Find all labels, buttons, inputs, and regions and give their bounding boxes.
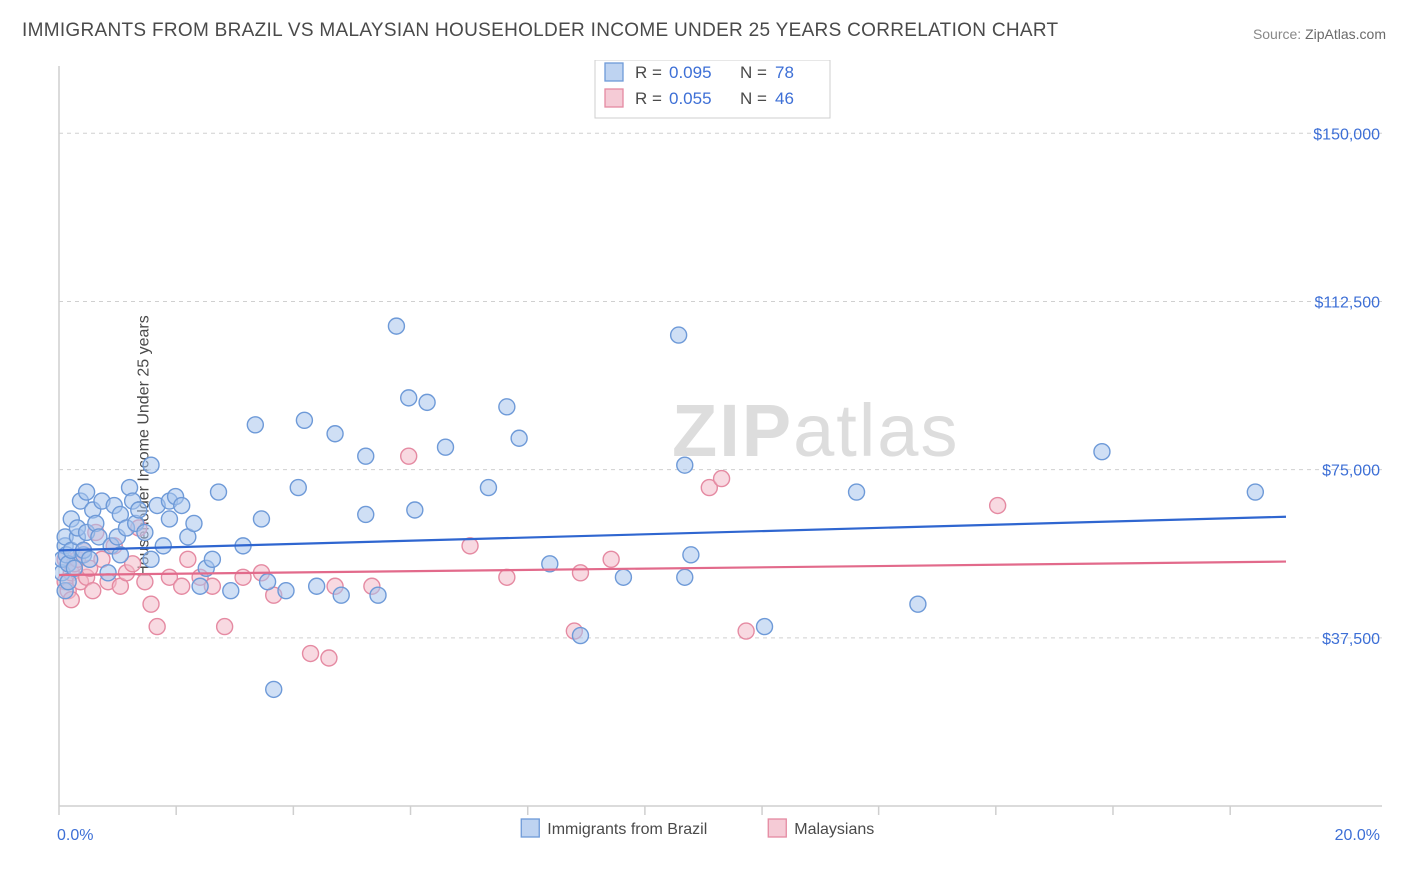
legend-n-label: N = xyxy=(740,63,767,82)
data-point xyxy=(309,578,325,594)
data-point xyxy=(253,511,269,527)
data-point xyxy=(204,551,220,567)
data-point xyxy=(572,628,588,644)
data-point xyxy=(407,502,423,518)
legend-series-label: Malaysians xyxy=(794,821,874,838)
data-point xyxy=(278,583,294,599)
data-point xyxy=(100,565,116,581)
data-point xyxy=(849,484,865,500)
data-point xyxy=(296,412,312,428)
data-point xyxy=(615,569,631,585)
legend-swatch xyxy=(521,819,539,837)
data-point xyxy=(79,484,95,500)
data-point xyxy=(358,506,374,522)
data-point xyxy=(192,578,208,594)
y-tick-label: $150,000 xyxy=(1313,126,1380,143)
data-point xyxy=(671,327,687,343)
data-point xyxy=(149,619,165,635)
watermark: ZIPatlas xyxy=(672,389,959,472)
chart-title: IMMIGRANTS FROM BRAZIL VS MALAYSIAN HOUS… xyxy=(22,20,1058,42)
data-point xyxy=(1094,444,1110,460)
data-point xyxy=(683,547,699,563)
legend-swatch xyxy=(605,89,623,107)
source-label: Source: xyxy=(1253,26,1305,42)
legend-r-label: R = xyxy=(635,63,662,82)
data-point xyxy=(480,480,496,496)
data-point xyxy=(143,596,159,612)
legend-r-label: R = xyxy=(635,89,662,108)
legend-r-value: 0.095 xyxy=(669,63,712,82)
data-point xyxy=(217,619,233,635)
data-point xyxy=(738,623,754,639)
legend-n-value: 78 xyxy=(775,63,794,82)
data-point xyxy=(438,439,454,455)
chart-area: $37,500 $75,000 $112,500 $150,000 ZIPatlas 0.… xyxy=(55,60,1386,842)
data-point xyxy=(137,574,153,590)
data-point xyxy=(321,650,337,666)
data-point xyxy=(143,551,159,567)
legend-r-value: 0.055 xyxy=(669,89,712,108)
data-point xyxy=(290,480,306,496)
data-point xyxy=(303,646,319,662)
data-point xyxy=(247,417,263,433)
data-point xyxy=(223,583,239,599)
correlation-legend xyxy=(595,60,830,118)
data-point xyxy=(714,471,730,487)
source-value: ZipAtlas.com xyxy=(1305,26,1386,42)
data-point xyxy=(499,399,515,415)
data-point xyxy=(211,484,227,500)
data-point xyxy=(401,390,417,406)
data-point xyxy=(161,511,177,527)
data-point xyxy=(174,578,190,594)
legend-n-value: 46 xyxy=(775,89,794,108)
legend-swatch xyxy=(768,819,786,837)
source-attribution: Source: ZipAtlas.com xyxy=(1253,26,1386,42)
trend-line xyxy=(59,562,1286,575)
scatter-chart: $37,500 $75,000 $112,500 $150,000 ZIPatlas 0.… xyxy=(55,60,1386,842)
data-point xyxy=(572,565,588,581)
trend-line xyxy=(59,517,1286,551)
data-point xyxy=(910,596,926,612)
data-point xyxy=(260,574,276,590)
y-tick-label: $75,000 xyxy=(1322,463,1380,480)
data-point xyxy=(419,394,435,410)
data-point xyxy=(401,448,417,464)
data-point xyxy=(327,426,343,442)
data-point xyxy=(155,538,171,554)
legend-swatch xyxy=(605,63,623,81)
data-point xyxy=(757,619,773,635)
legend-n-label: N = xyxy=(740,89,767,108)
data-point xyxy=(370,587,386,603)
data-point xyxy=(358,448,374,464)
data-point xyxy=(333,587,349,603)
data-point xyxy=(85,583,101,599)
legend-series-label: Immigrants from Brazil xyxy=(547,821,707,838)
data-point xyxy=(82,551,98,567)
data-point xyxy=(235,569,251,585)
data-point xyxy=(677,569,693,585)
data-point xyxy=(174,498,190,514)
data-point xyxy=(388,318,404,334)
data-point xyxy=(511,430,527,446)
data-point xyxy=(603,551,619,567)
data-point xyxy=(180,551,196,567)
data-point xyxy=(186,515,202,531)
data-point xyxy=(137,524,153,540)
data-point xyxy=(499,569,515,585)
data-point xyxy=(990,498,1006,514)
x-tick-label: 0.0% xyxy=(57,827,93,842)
data-point xyxy=(1247,484,1263,500)
data-point xyxy=(131,502,147,518)
data-point xyxy=(677,457,693,473)
y-tick-label: $37,500 xyxy=(1322,631,1380,648)
x-tick-label: 20.0% xyxy=(1335,827,1380,842)
data-point xyxy=(266,681,282,697)
y-tick-label: $112,500 xyxy=(1314,294,1380,311)
data-point xyxy=(143,457,159,473)
